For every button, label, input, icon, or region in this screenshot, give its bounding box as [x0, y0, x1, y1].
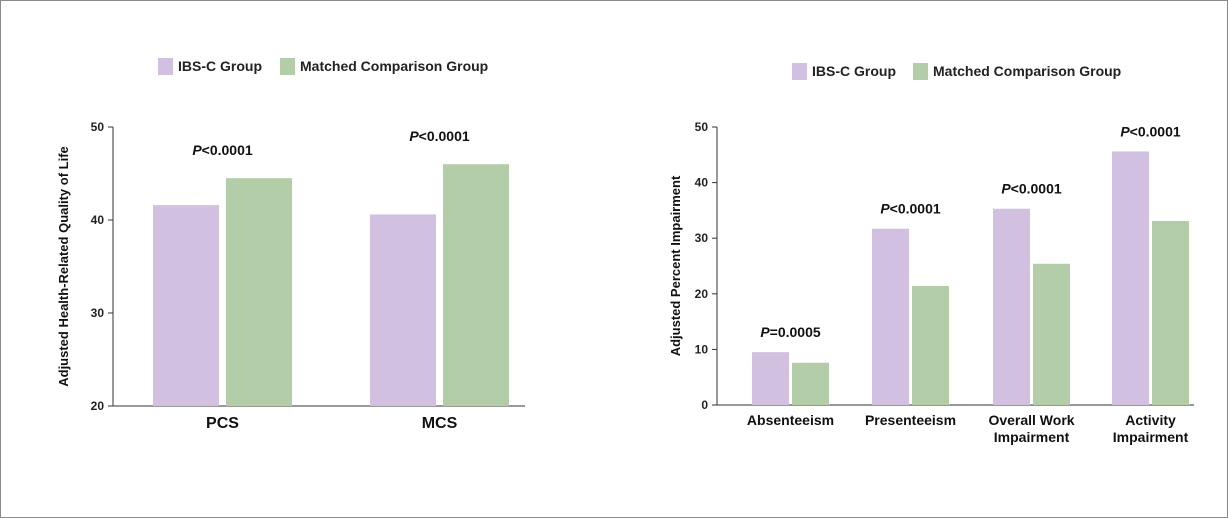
x-category-label: Overall Work [988, 412, 1074, 428]
p-value-label: P=0.0005 [760, 324, 821, 340]
legend-swatch-matched [280, 58, 295, 75]
legend-label-matched: Matched Comparison Group [933, 63, 1121, 79]
p-value-label: P<0.0001 [192, 142, 253, 158]
legend-swatch-matched [913, 63, 928, 80]
x-category-label: Impairment [1113, 429, 1189, 445]
bar-ibs-c [872, 228, 909, 405]
y-tick-label: 0 [701, 398, 708, 412]
y-tick-label: 50 [695, 120, 709, 134]
p-value-label: P<0.0001 [880, 201, 941, 217]
bar-matched [226, 178, 292, 406]
y-tick-label: 10 [695, 342, 709, 356]
x-category-label: Impairment [994, 429, 1070, 445]
bar-matched [443, 164, 509, 406]
x-category-label: Activity [1125, 412, 1176, 428]
bar-ibs-c [993, 208, 1030, 405]
bar-matched [1152, 220, 1189, 405]
x-category-label: Absenteeism [747, 412, 834, 428]
y-tick-label: 30 [91, 306, 105, 320]
y-axis-label: Adjusted Health-Related Quality of Life [56, 146, 71, 387]
legend-swatch-ibs-c [792, 63, 807, 80]
legend-label-matched: Matched Comparison Group [300, 58, 488, 74]
y-tick-label: 40 [91, 213, 105, 227]
p-value-label: P<0.0001 [1001, 181, 1062, 197]
x-category-label: MCS [422, 415, 458, 432]
y-tick-label: 30 [695, 231, 709, 245]
p-value-label: P<0.0001 [1120, 123, 1181, 139]
y-tick-label: 40 [695, 176, 709, 190]
legend-label-ibs-c: IBS-C Group [178, 58, 262, 74]
bar-matched [1033, 263, 1070, 405]
y-tick-label: 50 [91, 120, 105, 134]
bar-matched [912, 286, 949, 405]
bar-ibs-c [1112, 151, 1149, 405]
y-tick-label: 20 [91, 399, 105, 413]
p-value-label: P<0.0001 [409, 128, 470, 144]
bar-ibs-c [370, 214, 436, 406]
x-category-label: PCS [206, 415, 239, 432]
y-tick-label: 20 [695, 287, 709, 301]
bar-matched [792, 362, 829, 405]
bar-ibs-c [752, 352, 789, 405]
legend-swatch-ibs-c [158, 58, 173, 75]
y-axis-label: Adjusted Percent Impairment [668, 175, 683, 356]
x-category-label: Presenteeism [865, 412, 956, 428]
bar-ibs-c [153, 205, 219, 406]
legend-label-ibs-c: IBS-C Group [812, 63, 896, 79]
